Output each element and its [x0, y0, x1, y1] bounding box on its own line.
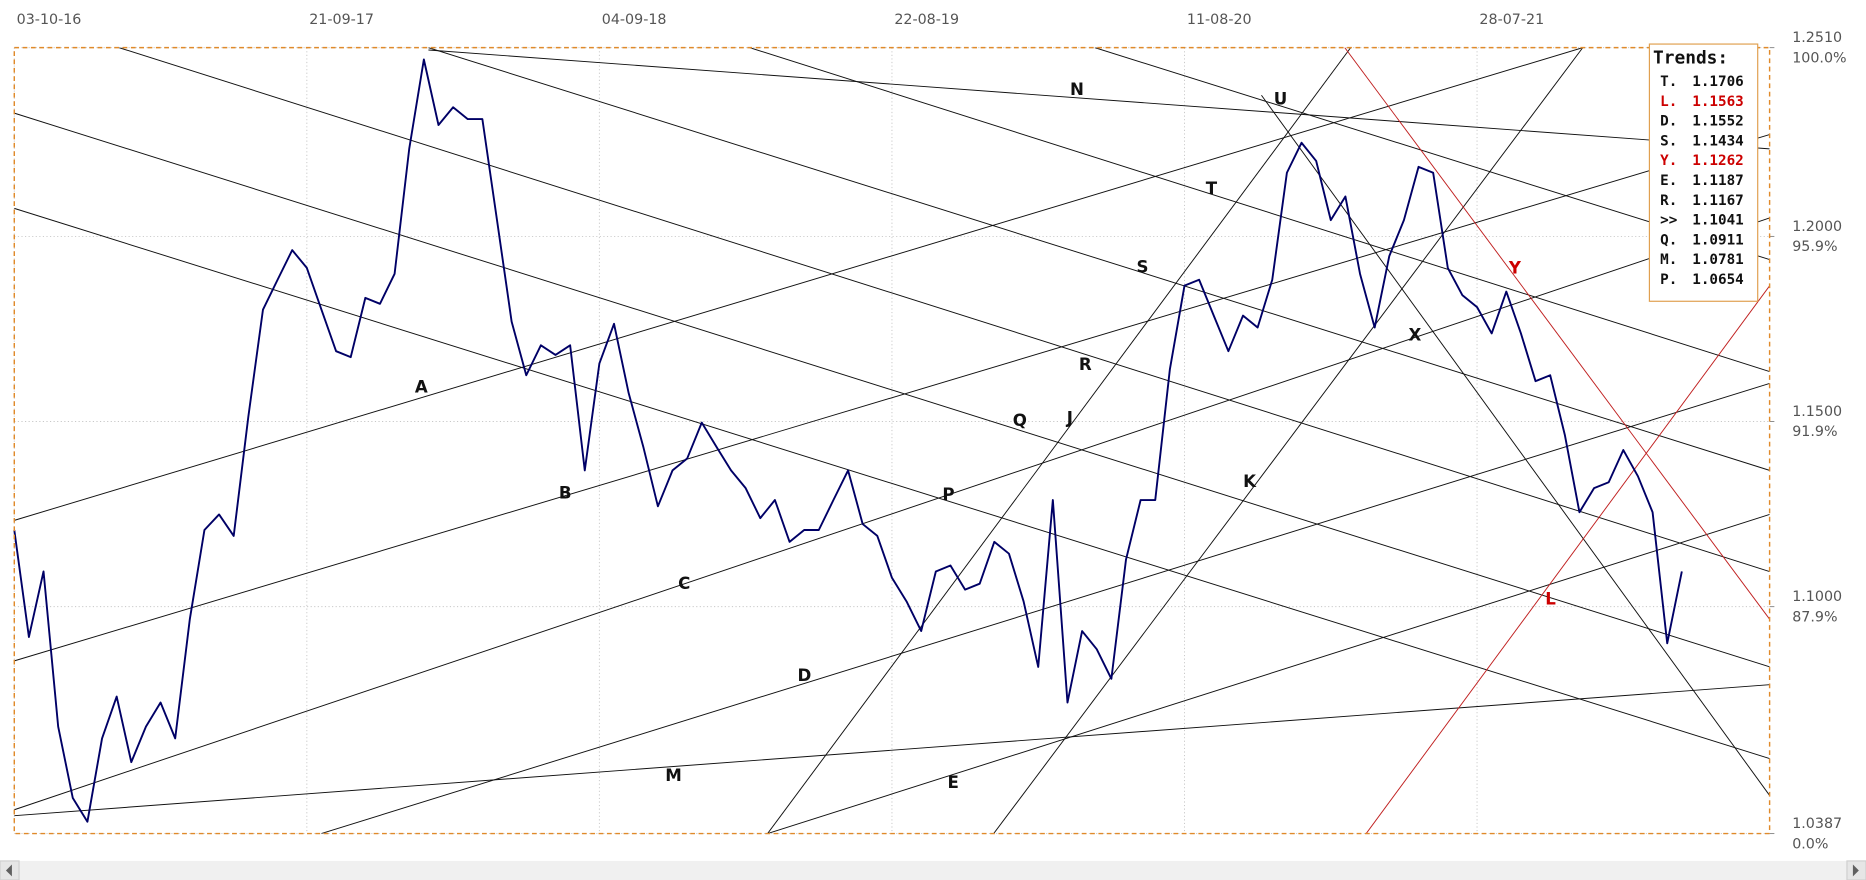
annotation: J — [1066, 409, 1073, 428]
annotation: D — [798, 666, 812, 685]
y-tick-percent: 87.9% — [1792, 609, 1837, 625]
plot-border — [13, 46, 1771, 835]
legend-label: S. — [1660, 133, 1677, 149]
y-tick-label: 1.2510 — [1792, 30, 1842, 46]
legend-label: R. — [1660, 193, 1677, 209]
legend-label: L. — [1660, 94, 1677, 110]
data-layer — [13, 58, 1683, 823]
legend-title: Trends: — [1653, 47, 1728, 68]
trend-line — [1261, 94, 1770, 796]
legend-label: E. — [1660, 173, 1677, 189]
legend-value: 1.0781 — [1692, 252, 1744, 268]
legend-value: 1.0911 — [1692, 232, 1744, 248]
legend-value: 1.1187 — [1692, 173, 1744, 189]
annotation: N — [1070, 80, 1084, 99]
legend-label: Q. — [1660, 232, 1677, 248]
y-tick-label: 1.0387 — [1792, 816, 1842, 832]
annotation: K — [1243, 472, 1257, 491]
annotation: B — [559, 484, 572, 503]
annotation: Y — [1508, 259, 1522, 278]
y-tick-percent: 95.9% — [1792, 239, 1837, 255]
annotation: Q — [1013, 411, 1027, 430]
trend-line — [14, 217, 1770, 811]
x-tick-label: 03-10-16 — [17, 12, 82, 28]
annotation: T — [1206, 179, 1218, 198]
y-tick-percent: 100.0% — [1792, 50, 1846, 66]
y-tick-label: 1.1000 — [1792, 589, 1842, 605]
annotation: M — [665, 766, 682, 785]
trend-lines — [14, 47, 1770, 834]
trend-line — [14, 47, 1583, 521]
trend-line — [118, 47, 1770, 573]
annotation: U — [1274, 90, 1288, 109]
x-tick-label: 04-09-18 — [602, 12, 667, 28]
trend-line — [14, 134, 1770, 662]
trend-line — [749, 47, 1770, 372]
legend-value: 1.1434 — [1692, 133, 1744, 149]
annotation: E — [948, 773, 959, 792]
y-tick-percent: 0.0% — [1792, 836, 1828, 852]
legend-label: P. — [1660, 272, 1677, 288]
x-tick-label: 21-09-17 — [309, 12, 374, 28]
grid-layer: 1.0387 0.0% 1.1000 87.9% 1.1500 91.9% 1.2000 95… — [13, 12, 1847, 852]
scroll-left-arrow — [5, 864, 12, 877]
trend-line — [14, 207, 1770, 759]
annotation: S — [1136, 257, 1148, 276]
trend-line — [1365, 285, 1770, 834]
trend-line — [321, 382, 1770, 834]
x-tick-label: 11-08-20 — [1187, 12, 1252, 28]
legend-box — [1648, 43, 1759, 302]
annotation: X — [1409, 325, 1422, 344]
trend-line — [993, 47, 1584, 834]
legend-value: 1.1167 — [1692, 193, 1744, 209]
annotation: A — [415, 378, 428, 397]
trend-line — [428, 49, 1770, 150]
legend-label: M. — [1660, 252, 1677, 268]
legend-label: T. — [1660, 74, 1677, 90]
legend-value: 1.1552 — [1692, 114, 1744, 130]
legend-value: 1.1262 — [1692, 153, 1744, 169]
trends-legend: Trends: T. 1.1706 L. 1.1563 D. 1.1552 S. 1.1434… — [1648, 43, 1759, 302]
y-tick-label: 1.1500 — [1792, 404, 1842, 420]
trend-line — [1344, 47, 1770, 620]
legend-value: 1.1706 — [1692, 74, 1744, 90]
legend-value: 1.1041 — [1692, 213, 1744, 229]
scrollbar — [0, 860, 1866, 880]
annotation: L — [1545, 590, 1556, 609]
trend-line — [14, 112, 1770, 668]
trend-line — [767, 513, 1770, 834]
trend-line — [14, 684, 1770, 817]
y-tick-label: 1.2000 — [1792, 219, 1842, 235]
legend-label: D. — [1660, 114, 1677, 130]
annotation: C — [678, 574, 690, 593]
legend-label: >> — [1660, 213, 1677, 229]
trend-line — [767, 47, 1352, 834]
legend-value: 1.1563 — [1692, 94, 1744, 110]
scrollbar-track — [0, 860, 1866, 880]
annotation: R — [1079, 355, 1092, 374]
annotation: P — [942, 485, 954, 504]
price-line — [13, 58, 1683, 823]
x-tick-label: 22-08-19 — [894, 12, 959, 28]
legend-label: Y. — [1660, 153, 1677, 169]
scroll-right-arrow — [1852, 864, 1859, 877]
legend-value: 1.0654 — [1692, 272, 1744, 288]
y-tick-percent: 91.9% — [1792, 424, 1837, 440]
x-tick-label: 28-07-21 — [1479, 12, 1544, 28]
trend-line — [428, 47, 1770, 471]
